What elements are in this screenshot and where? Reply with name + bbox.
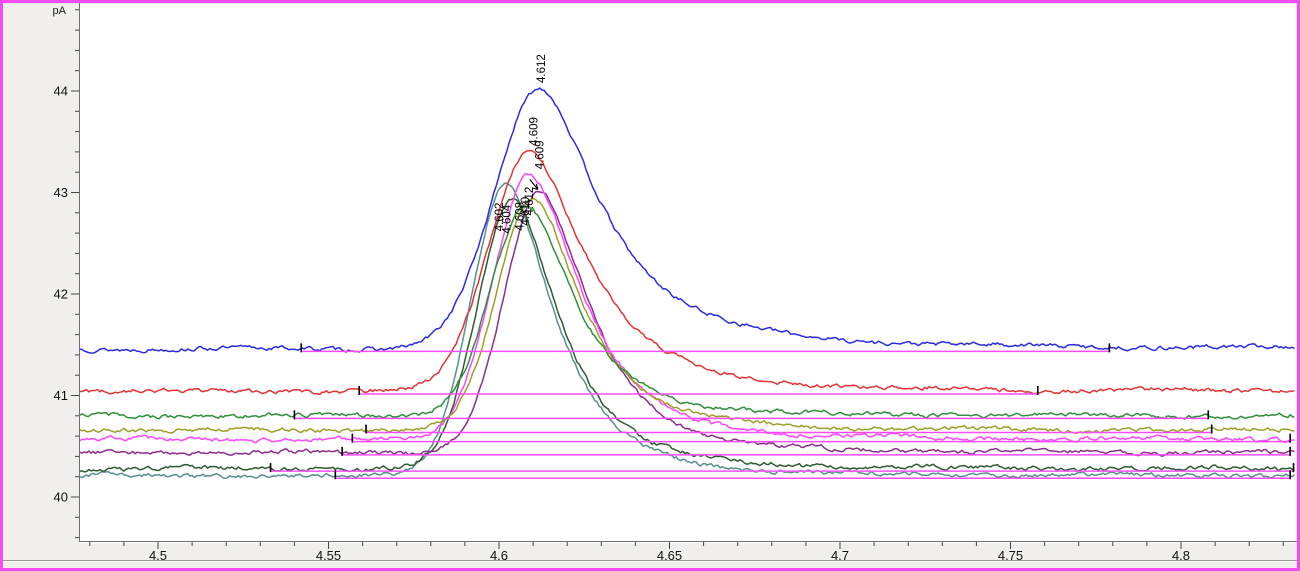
integration-start-marker-signal-1-blue [300,343,303,353]
trace-signal-1-blue [80,87,1295,354]
peak-label-signal-7-darkgreen: 4.604 [502,204,514,233]
trace-signal-7-darkgreen [80,197,1295,473]
peak-label-signal-2-red: 4.609 [529,117,541,146]
x-tick-label: 4.8 [1172,548,1190,563]
x-tick-label: 4.6 [490,548,508,563]
integration-end-marker-signal-3-green [1207,410,1210,420]
peak-label-signal-8-teal: 4.602 [494,203,506,232]
window-inner-edge [3,3,1297,4]
y-tick-label: 41 [54,388,68,403]
traces-group [80,87,1295,480]
y-tick-label: 40 [54,490,68,505]
integration-start-marker-signal-7-darkgreen [269,463,272,473]
x-tick-label: 4.5 [149,548,167,563]
trace-signal-2-red [80,149,1295,396]
integration-end-marker-signal-5-magenta [1289,433,1291,443]
peak-label-signal-3-green: 4.608 [514,202,526,231]
x-tick-label: 4.75 [998,548,1023,563]
integration-end-marker-signal-7-darkgreen [1292,463,1295,473]
integration-end-marker-signal-8-teal [1289,470,1291,480]
integration-start-marker-signal-8-teal [334,470,337,480]
x-tick-label: 4.65 [657,548,682,563]
peak-label-signal-6-purple: 4.612 [524,187,536,216]
trace-signal-8-teal [80,182,1295,480]
trace-signal-4-olive [80,197,1295,435]
integration-end-marker-signal-2-red [1036,385,1039,395]
integration-start-marker-signal-5-magenta [351,433,354,443]
integration-end-marker-signal-1-blue [1108,343,1111,353]
y-tick-label: 42 [54,287,68,302]
trace-signal-6-purple [80,190,1295,457]
bottom-divider [3,560,1297,562]
integration-start-marker-signal-4-olive [365,424,367,434]
integration-start-marker-signal-2-red [358,385,360,395]
peak-label-arrow-signal-6-purple [529,179,539,191]
y-tick-label: 43 [54,185,68,200]
trace-signal-5-magenta [80,173,1295,444]
peak-label-signal-5-magenta: 4.609 [535,140,547,169]
y-axis-unit-label: pA [52,5,66,17]
peak-label-signal-4-olive: 4.610 [520,197,532,226]
peak-label-signal-1-blue: 4.612 [536,54,548,83]
x-tick-label: 4.55 [316,548,341,563]
x-tick-label: 4.7 [831,548,849,563]
y-tick-label: 44 [54,84,68,99]
integration-start-marker-signal-6-purple [341,446,343,456]
integration-end-marker-signal-4-olive [1210,424,1213,434]
trace-signal-3-green [80,205,1295,420]
integration-start-marker-signal-3-green [293,410,296,420]
integration-end-marker-signal-6-purple [1289,446,1291,456]
